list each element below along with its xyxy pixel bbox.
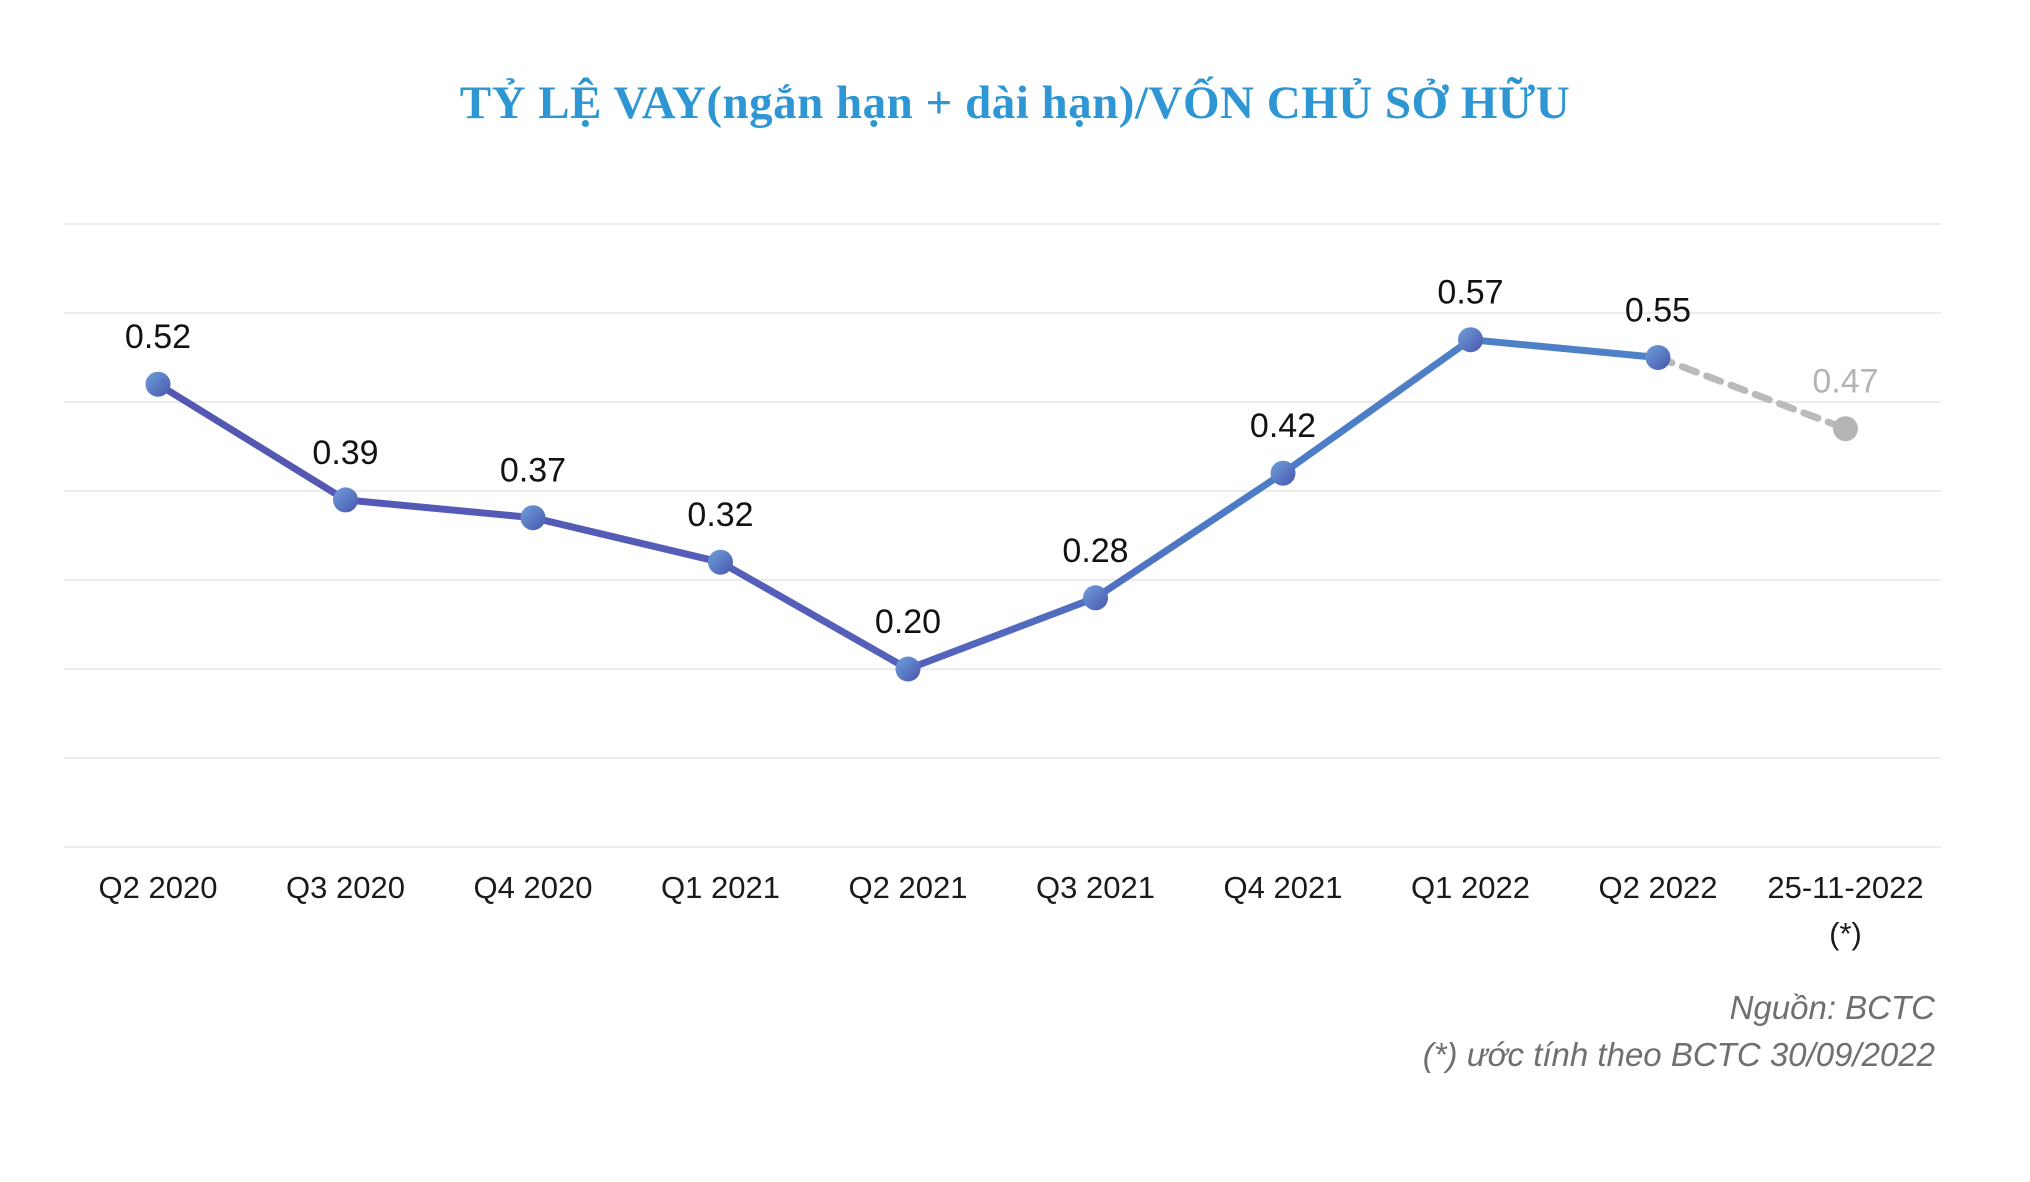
data-point-label: 0.47 [1812, 363, 1878, 401]
x-axis-label: Q3 2020 [286, 870, 405, 905]
data-point-label: 0.52 [125, 318, 191, 356]
x-axis-label: Q1 2021 [661, 870, 780, 905]
x-axis-label: Q2 2020 [99, 870, 218, 905]
data-point-label: 0.20 [875, 603, 941, 641]
data-point [333, 487, 358, 513]
x-axis-label: Q3 2021 [1036, 870, 1155, 905]
data-point [895, 656, 921, 682]
estimated-segment [1654, 354, 1849, 433]
data-point [520, 505, 546, 531]
x-axis-sublabel: (*) [1829, 916, 1862, 951]
data-point [1458, 327, 1483, 353]
x-axis-label: Q1 2022 [1411, 870, 1530, 905]
data-point [1083, 585, 1108, 611]
source-note: Nguồn: BCTC (*) ước tính theo BCTC 30/09… [1423, 984, 1935, 1078]
estimate-note-label: (*) ước tính theo BCTC 30/09/2022 [1422, 1036, 1935, 1073]
estimated-data-point [1833, 416, 1858, 442]
data-point [145, 371, 171, 397]
data-point-label: 0.57 [1437, 274, 1503, 312]
x-axis-label: Q2 2021 [849, 870, 968, 905]
data-point [1270, 460, 1296, 486]
data-point-label: 0.42 [1250, 407, 1316, 445]
data-point-label: 0.37 [500, 452, 566, 490]
data-point [1645, 345, 1671, 370]
data-point-label: 0.39 [312, 434, 378, 472]
data-point [708, 549, 733, 575]
x-axis-label: Q4 2020 [474, 870, 593, 905]
data-point-label: 0.28 [1062, 532, 1128, 570]
chart-title: TỶ LỆ VAY(ngắn hạn + dài hạn)/VỐN CHỦ SỞ… [459, 77, 1571, 129]
x-axis-label: Q2 2022 [1599, 870, 1718, 905]
x-axis-label: 25-11-2022 [1767, 870, 1923, 905]
data-point-label: 0.55 [1625, 292, 1691, 330]
data-point-label: 0.32 [687, 496, 753, 534]
x-axis-label: Q4 2021 [1224, 870, 1343, 905]
source-label: Nguồn: BCTC [1729, 989, 1935, 1026]
